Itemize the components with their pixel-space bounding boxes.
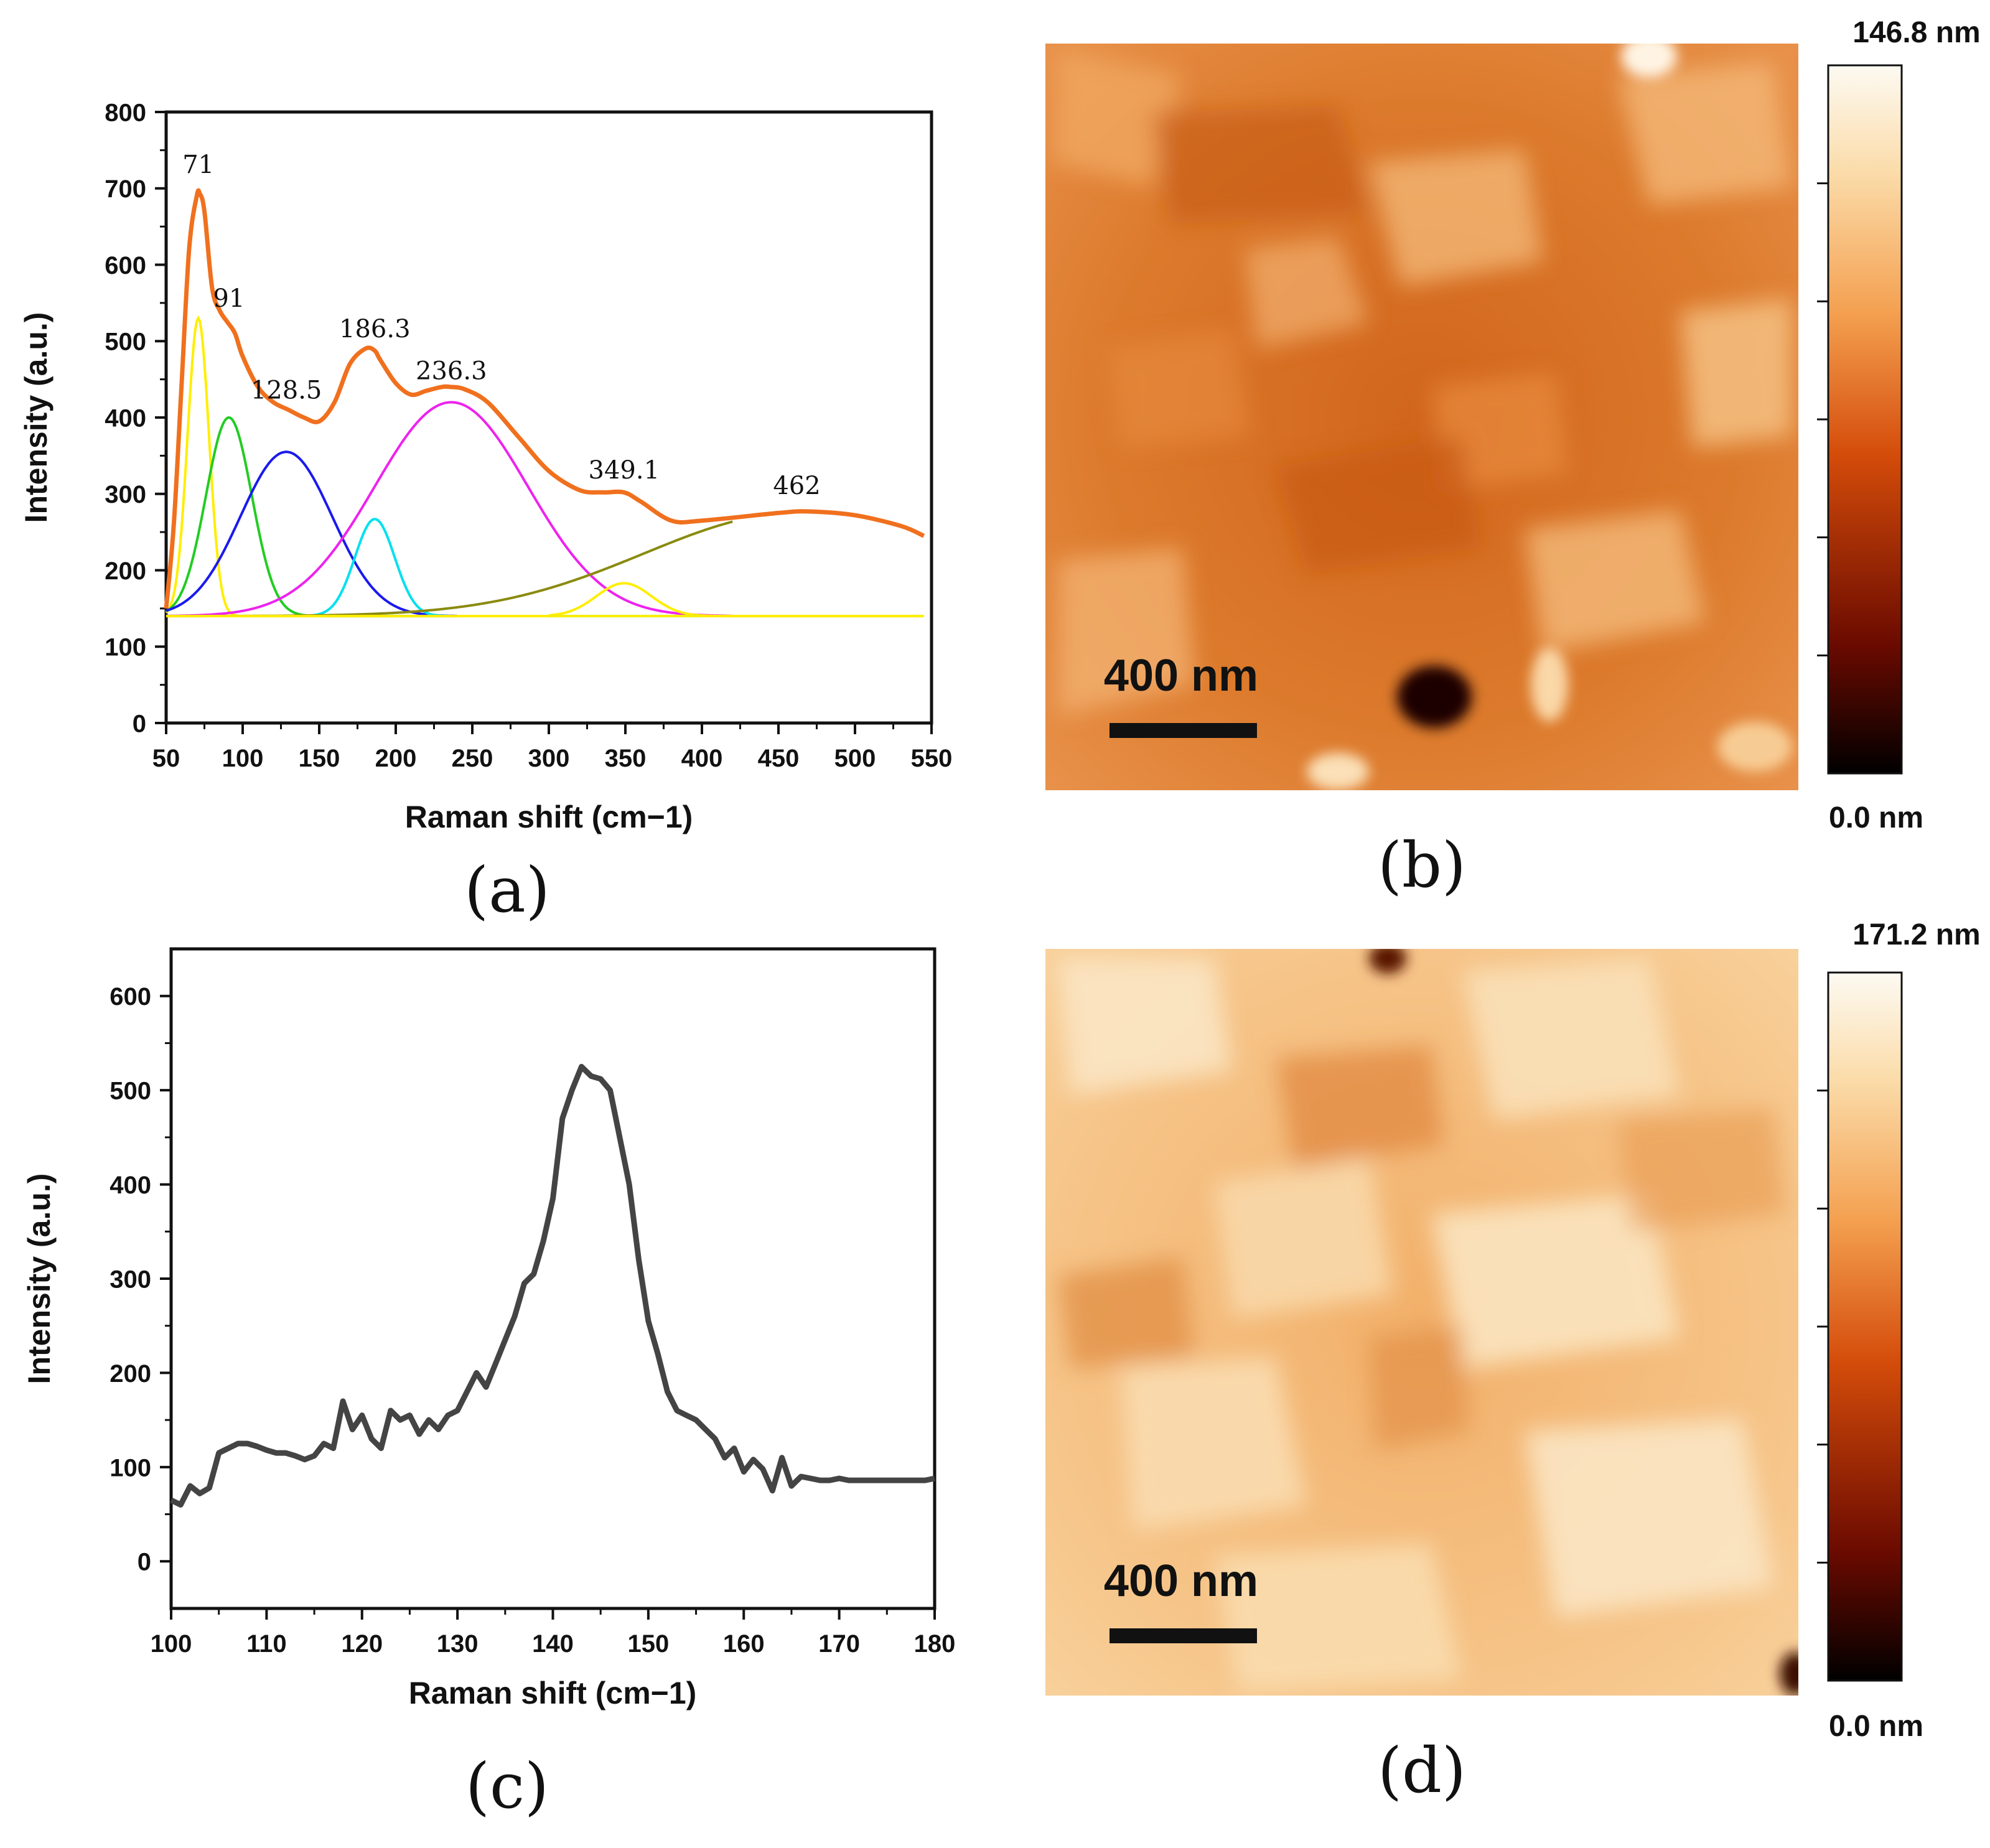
x-tick-label: 250: [452, 745, 493, 772]
x-tick-label: 180: [914, 1630, 956, 1658]
x-tick-label: 550: [911, 745, 953, 772]
plot-frame-a: [164, 110, 933, 725]
axis-ticks-a: 50 100 150 200 250 300 350 400 450 500 550 0 100 200 3…: [105, 99, 952, 772]
afm-image-d: 400 nm 171.2 nm 0.0 nm (d): [1045, 918, 1981, 1807]
x-tick-label: 150: [299, 745, 340, 772]
scale-bar-label-d: 400 nm: [1104, 1556, 1258, 1606]
spectrum-envelope-a: [164, 188, 925, 609]
y-tick-label: 800: [105, 99, 146, 126]
y-axis-title-a: Intensity (a.u.): [19, 312, 54, 523]
x-tick-label: 500: [834, 745, 876, 772]
y-tick-label: 400: [110, 1172, 151, 1199]
x-tick-label: 120: [341, 1630, 383, 1658]
y-tick-label: 400: [105, 404, 146, 432]
y-tick-label: 0: [138, 1549, 151, 1576]
scale-bar-label-b: 400 nm: [1104, 651, 1258, 701]
peak-label: 349.1: [589, 456, 660, 485]
colorbar-max-d: 171.2 nm: [1852, 918, 1980, 951]
x-tick-label: 300: [528, 745, 570, 772]
fit-curve-fit-186.3: [304, 518, 450, 617]
peak-label: 91: [213, 284, 245, 313]
peak-label: 462: [773, 472, 820, 500]
peak-label: 128.5: [251, 376, 322, 404]
afm-topography-d: [1045, 949, 1798, 1696]
spectrum-line-c: [170, 1063, 935, 1508]
plot-frame-c: [169, 947, 937, 1610]
y-tick-label: 300: [110, 1266, 151, 1293]
x-tick-label: 130: [437, 1630, 479, 1658]
x-tick-label: 170: [818, 1630, 860, 1658]
envelope-line: [164, 188, 925, 609]
x-tick-label: 110: [246, 1630, 287, 1658]
colorbar-ticks-d: [1817, 1090, 1828, 1564]
x-tick-label: 350: [605, 745, 647, 772]
peak-label: 71: [182, 151, 214, 179]
y-tick-label: 0: [133, 710, 146, 737]
fit-curves-a: [165, 315, 924, 618]
y-axis-title-c: Intensity (a.u.): [22, 1174, 57, 1384]
x-axis-title-a: Raman shift (cm−1): [405, 800, 693, 834]
x-tick-label: 100: [222, 745, 264, 772]
afm-image-b: 400 nm 146.8 nm 0.0 nm (b): [1045, 16, 1981, 902]
x-tick-label: 450: [758, 745, 800, 772]
raman-chart-c: 100 110 120 130 140 150 160 170 180 0 100 200 300 400…: [22, 947, 955, 1822]
colorbar-min-b: 0.0 nm: [1829, 801, 1923, 834]
x-tick-label: 140: [532, 1630, 574, 1658]
y-tick-label: 300: [105, 481, 146, 508]
x-tick-label: 160: [723, 1630, 765, 1658]
y-tick-label: 200: [105, 558, 146, 585]
axis-ticks-c: 100 110 120 130 140 150 160 170 180 0 100 200 300 400…: [110, 983, 955, 1658]
colorbar-min-d: 0.0 nm: [1829, 1710, 1923, 1743]
scale-bar-d: [1109, 1628, 1257, 1643]
x-tick-label: 400: [681, 745, 723, 772]
panel-label-d: (d): [1378, 1734, 1466, 1807]
fit-curve-fit-236.3: [166, 401, 733, 617]
scale-bar-b: [1109, 723, 1257, 738]
y-tick-label: 100: [105, 634, 146, 661]
y-tick-label: 600: [110, 983, 151, 1010]
colorbar-max-b: 146.8 nm: [1852, 16, 1980, 49]
x-tick-label: 50: [152, 745, 180, 772]
colorbar-ticks-b: [1817, 182, 1828, 656]
x-tick-label: 100: [151, 1630, 192, 1658]
peak-label: 186.3: [339, 315, 411, 343]
y-tick-label: 700: [105, 175, 146, 203]
panel-label-b: (b): [1378, 829, 1466, 902]
panel-label-a: (a): [464, 854, 550, 926]
spectrum-series-c: [170, 1063, 935, 1508]
y-tick-label: 200: [110, 1360, 151, 1388]
raman-chart-a: 50 100 150 200 250 300 350 400 450 500 550 0 100 200 3…: [19, 99, 952, 926]
x-tick-label: 150: [628, 1630, 670, 1658]
colorbar-b: [1827, 64, 1903, 775]
fit-curve-fit-462: [166, 520, 733, 618]
y-tick-label: 600: [105, 252, 146, 279]
y-tick-label: 500: [105, 329, 146, 356]
x-tick-label: 200: [375, 745, 417, 772]
y-tick-label: 500: [110, 1078, 151, 1105]
x-axis-title-c: Raman shift (cm−1): [409, 1676, 697, 1710]
afm-topography-b: [1045, 44, 1798, 790]
y-tick-label: 100: [110, 1454, 151, 1482]
panel-label-c: (c): [465, 1750, 549, 1822]
peak-label: 236.3: [416, 357, 487, 386]
colorbar-d: [1827, 971, 1903, 1682]
